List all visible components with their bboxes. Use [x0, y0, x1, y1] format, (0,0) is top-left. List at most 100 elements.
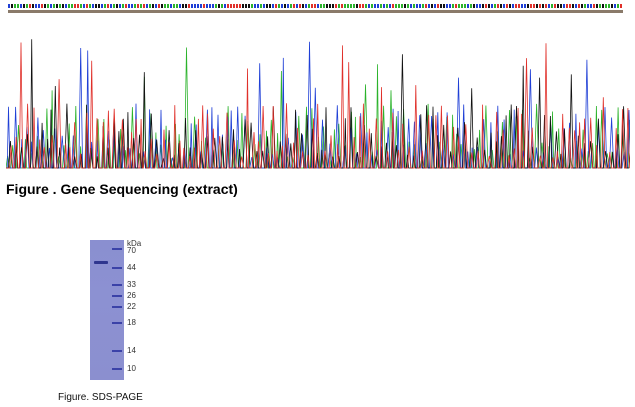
base-call-tick [461, 4, 463, 8]
base-call-tick [527, 4, 529, 8]
base-call-tick [296, 4, 298, 8]
base-call-tick [50, 4, 52, 8]
base-call-tick [308, 4, 310, 8]
base-call-tick [299, 4, 301, 8]
base-call-tick [167, 4, 169, 8]
base-call-tick [584, 4, 586, 8]
base-call-tick [146, 4, 148, 8]
marker-label: 10 [127, 364, 136, 373]
base-call-tick [554, 4, 556, 8]
base-call-tick [470, 4, 472, 8]
base-call-tick [263, 4, 265, 8]
base-call-tick [581, 4, 583, 8]
base-call-tick [320, 4, 322, 8]
marker-band-10 [112, 368, 122, 370]
base-call-tick [392, 4, 394, 8]
base-call-tick [545, 4, 547, 8]
base-call-tick [371, 4, 373, 8]
base-call-tick [389, 4, 391, 8]
base-call-tick [386, 4, 388, 8]
base-call-tick [20, 4, 22, 8]
base-call-tick [188, 4, 190, 8]
base-call-tick [272, 4, 274, 8]
base-call-tick [113, 4, 115, 8]
base-call-tick [596, 4, 598, 8]
base-call-tick [206, 4, 208, 8]
base-call-tick [566, 4, 568, 8]
gel-unit-label: kDa [127, 239, 142, 248]
base-call-tick [452, 4, 454, 8]
base-call-tick [326, 4, 328, 8]
base-call-tick [500, 4, 502, 8]
base-call-tick [260, 4, 262, 8]
base-call-tick [395, 4, 397, 8]
marker-label: 22 [127, 302, 136, 311]
base-call-tick [116, 4, 118, 8]
base-call-tick [485, 4, 487, 8]
base-call-tick [515, 4, 517, 8]
base-call-tick [620, 4, 622, 8]
base-call-tick [74, 4, 76, 8]
base-call-tick [356, 4, 358, 8]
base-call-tick [110, 4, 112, 8]
base-call-tick [512, 4, 514, 8]
base-call-tick [179, 4, 181, 8]
base-call-tick [419, 4, 421, 8]
base-call-tick [218, 4, 220, 8]
base-call-tick [536, 4, 538, 8]
base-call-tick [488, 4, 490, 8]
base-call-tick [548, 4, 550, 8]
base-call-tick [143, 4, 145, 8]
base-call-tick [176, 4, 178, 8]
base-call-tick [599, 4, 601, 8]
marker-band-33 [112, 284, 122, 286]
base-call-tick [65, 4, 67, 8]
base-call-tick [305, 4, 307, 8]
base-call-tick [95, 4, 97, 8]
base-call-tick [590, 4, 592, 8]
sample-band [94, 261, 108, 264]
base-call-tick [158, 4, 160, 8]
base-call-tick [269, 4, 271, 8]
base-call-tick [227, 4, 229, 8]
marker-band-22 [112, 306, 122, 308]
base-call-tick [200, 4, 202, 8]
base-call-tick [332, 4, 334, 8]
sequencing-figure-caption: Figure . Gene Sequencing (extract) [6, 181, 238, 197]
base-call-tick [209, 4, 211, 8]
base-call-tick [530, 4, 532, 8]
base-call-tick [11, 4, 13, 8]
base-call-tick [503, 4, 505, 8]
base-call-tick [368, 4, 370, 8]
base-call-tick [359, 4, 361, 8]
base-call-tick [479, 4, 481, 8]
base-call-tick [170, 4, 172, 8]
base-call-tick [212, 4, 214, 8]
base-call-tick [59, 4, 61, 8]
base-call-tick [398, 4, 400, 8]
base-call-tick [551, 4, 553, 8]
sds-page-gel-image: kDa 70 44 33 26 22 18 14 10 [86, 238, 150, 384]
marker-band-26 [112, 295, 122, 297]
base-call-tick [149, 4, 151, 8]
base-call-tick [425, 4, 427, 8]
base-call-text-line [8, 10, 623, 13]
base-call-tick [401, 4, 403, 8]
marker-label: 14 [127, 346, 136, 355]
base-call-tick [248, 4, 250, 8]
trace-T [6, 42, 630, 169]
base-call-tick [422, 4, 424, 8]
base-call-tick [449, 4, 451, 8]
base-call-tick [602, 4, 604, 8]
base-call-tick [104, 4, 106, 8]
base-call-tick [71, 4, 73, 8]
base-call-tick [443, 4, 445, 8]
base-call-tick [572, 4, 574, 8]
base-call-tick [233, 4, 235, 8]
base-call-tick [533, 4, 535, 8]
base-call-tick [185, 4, 187, 8]
base-call-tick [347, 4, 349, 8]
sds-page-figure-caption: Figure. SDS-PAGE [58, 392, 143, 403]
base-call-tick [467, 4, 469, 8]
base-call-tick [404, 4, 406, 8]
